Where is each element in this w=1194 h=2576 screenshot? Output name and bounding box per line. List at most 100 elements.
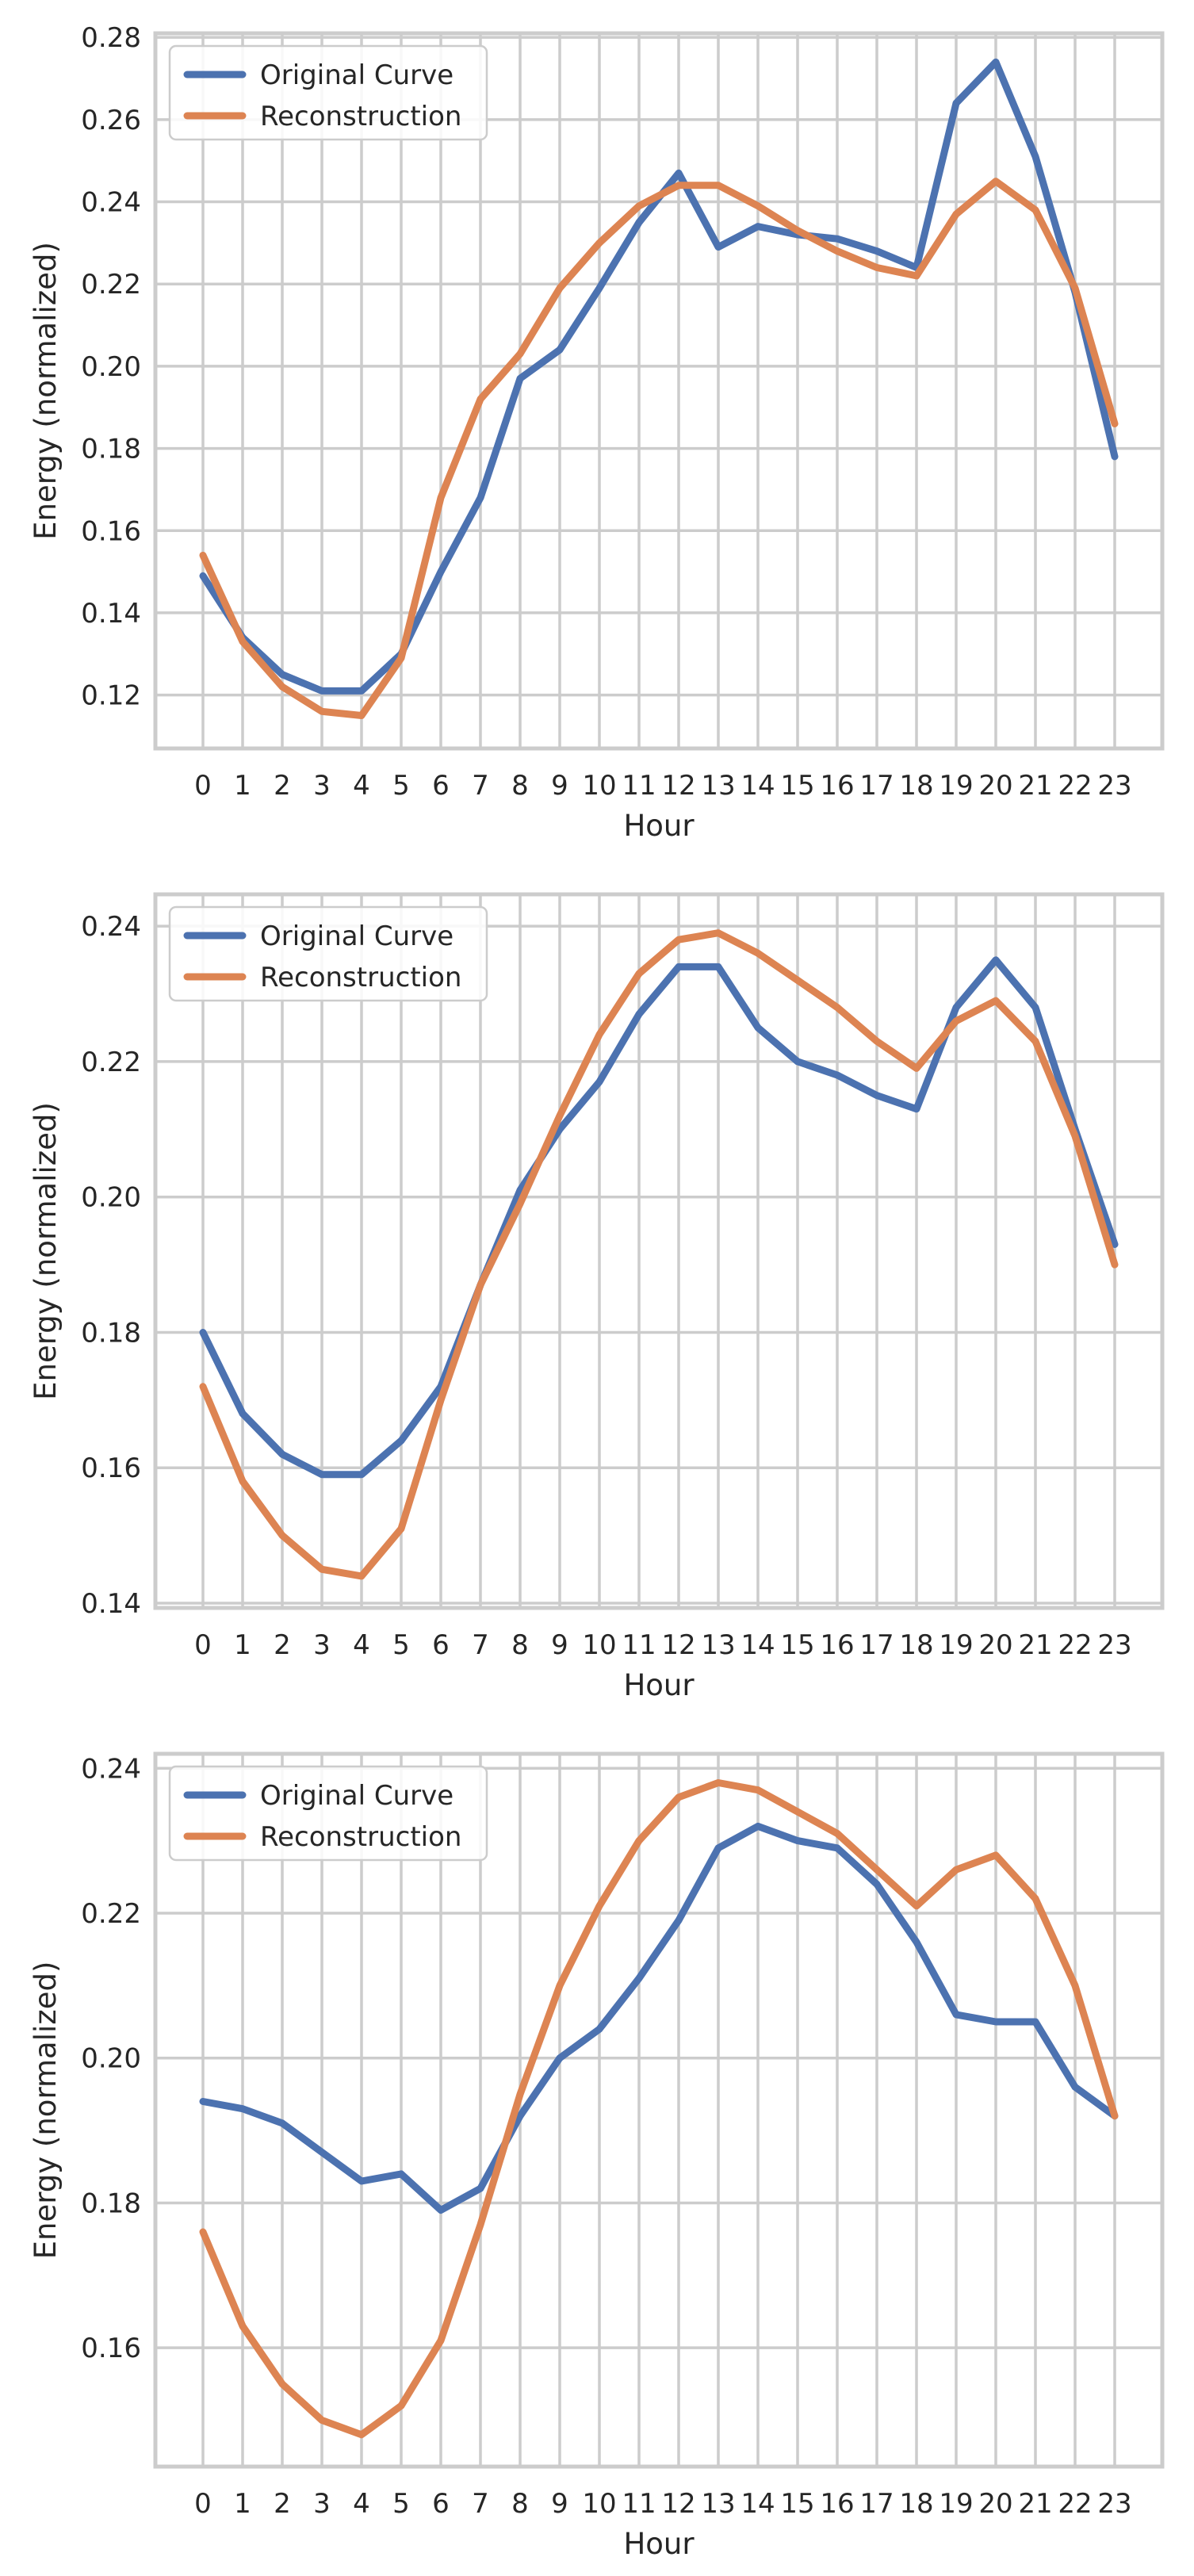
y-tick-label: 0.28 xyxy=(81,22,141,54)
x-tick-label: 13 xyxy=(701,1629,735,1661)
x-tick-label: 12 xyxy=(661,2488,695,2520)
legend-label: Reconstruction xyxy=(260,101,461,132)
y-tick-label: 0.24 xyxy=(81,1753,141,1785)
x-tick-label: 11 xyxy=(622,1629,656,1661)
y-tick-label: 0.12 xyxy=(81,680,141,712)
chart-1: 0 1 2 3 4 5 6 7 8 9 10 11 12 13 14 15 16 17 18 19 20 21 22 230.… xyxy=(29,22,1165,843)
x-tick-label: 1 xyxy=(234,1629,251,1661)
y-tick-label: 0.16 xyxy=(81,2333,141,2364)
chart-2: 0 1 2 3 4 5 6 7 8 9 10 11 12 13 14 15 16 17 18 19 20 21 22 230.… xyxy=(29,892,1165,1702)
x-tick-label: 4 xyxy=(353,2488,370,2520)
x-tick-label: 7 xyxy=(472,1629,489,1661)
x-tick-label: 14 xyxy=(741,1629,775,1661)
x-tick-label: 10 xyxy=(582,1629,616,1661)
y-tick-label: 0.18 xyxy=(81,434,141,465)
x-tick-label: 17 xyxy=(859,2488,894,2520)
x-tick-label: 17 xyxy=(859,770,894,802)
x-tick-label: 6 xyxy=(432,770,450,802)
legend-label: Original Curve xyxy=(260,921,453,952)
legend-box xyxy=(168,905,488,1002)
legend: Original Curve Reconstruction xyxy=(168,44,488,141)
x-tick-label: 9 xyxy=(551,770,568,802)
x-tick-label: 9 xyxy=(551,1629,568,1661)
x-tick-label: 16 xyxy=(820,2488,854,2520)
x-tick-label: 11 xyxy=(622,2488,656,2520)
y-tick-label: 0.16 xyxy=(81,515,141,547)
legend-label: Original Curve xyxy=(260,1780,453,1812)
x-tick-label: 15 xyxy=(780,770,814,802)
x-tick-label: 8 xyxy=(511,2488,529,2520)
x-axis-label: Hour xyxy=(623,1668,695,1702)
x-tick-label: 22 xyxy=(1058,770,1092,802)
x-tick-label: 7 xyxy=(472,2488,489,2520)
y-tick-label: 0.22 xyxy=(81,269,141,300)
x-tick-label: 21 xyxy=(1018,1629,1052,1661)
y-tick-label: 0.18 xyxy=(81,2187,141,2219)
series-line-original-curve xyxy=(199,1822,1119,2214)
x-axis-label: Hour xyxy=(623,809,695,843)
x-tick-label: 22 xyxy=(1058,2488,1092,2520)
x-tick-label: 1 xyxy=(234,770,251,802)
y-tick-label: 0.20 xyxy=(81,2043,141,2075)
x-tick-label: 21 xyxy=(1018,770,1052,802)
x-tick-label: 13 xyxy=(701,770,735,802)
x-tick-label: 1 xyxy=(234,2488,251,2520)
x-tick-label: 2 xyxy=(274,1629,291,1661)
x-tick-label: 11 xyxy=(622,770,656,802)
x-tick-label: 18 xyxy=(899,1629,933,1661)
x-tick-label: 14 xyxy=(741,770,775,802)
x-tick-label: 7 xyxy=(472,770,489,802)
legend: Original Curve Reconstruction xyxy=(168,905,488,1002)
y-tick-label: 0.14 xyxy=(81,598,141,630)
plot-frame xyxy=(153,892,1165,1610)
x-tick-label: 0 xyxy=(194,2488,212,2520)
x-tick-label: 17 xyxy=(859,1629,894,1661)
x-tick-label: 20 xyxy=(978,770,1012,802)
y-tick-label: 0.26 xyxy=(81,105,141,136)
x-tick-label: 15 xyxy=(780,2488,814,2520)
x-tick-label: 13 xyxy=(701,2488,735,2520)
x-tick-label: 22 xyxy=(1058,1629,1092,1661)
series-line-reconstruction xyxy=(199,929,1119,1580)
x-tick-label: 23 xyxy=(1097,1629,1131,1661)
x-tick-label: 0 xyxy=(194,1629,212,1661)
x-tick-label: 3 xyxy=(313,1629,331,1661)
x-tick-label: 8 xyxy=(511,770,529,802)
x-tick-label: 18 xyxy=(899,770,933,802)
y-axis-label: Energy (normalized) xyxy=(29,1962,63,2260)
legend: Original Curve Reconstruction xyxy=(168,1765,488,1862)
plot-frame xyxy=(153,31,1165,751)
x-tick-label: 19 xyxy=(939,2488,973,2520)
x-tick-label: 20 xyxy=(978,1629,1012,1661)
x-tick-label: 6 xyxy=(432,1629,450,1661)
x-tick-label: 10 xyxy=(582,770,616,802)
series-line-reconstruction xyxy=(199,1779,1119,2439)
legend-box xyxy=(168,1765,488,1862)
x-tick-label: 16 xyxy=(820,1629,854,1661)
y-axis-label: Energy (normalized) xyxy=(29,1102,63,1400)
series-line-original-curve xyxy=(199,956,1119,1479)
x-tick-label: 19 xyxy=(939,1629,973,1661)
y-tick-label: 0.22 xyxy=(81,1047,141,1078)
legend-label: Reconstruction xyxy=(260,962,461,993)
y-tick-label: 0.20 xyxy=(81,1182,141,1214)
x-tick-label: 9 xyxy=(551,2488,568,2520)
x-tick-label: 19 xyxy=(939,770,973,802)
legend-label: Original Curve xyxy=(260,59,453,91)
x-tick-label: 15 xyxy=(780,1629,814,1661)
legend-label: Reconstruction xyxy=(260,1821,461,1853)
x-tick-label: 0 xyxy=(194,770,212,802)
x-tick-label: 12 xyxy=(661,770,695,802)
x-tick-label: 10 xyxy=(582,2488,616,2520)
y-tick-label: 0.16 xyxy=(81,1453,141,1484)
x-tick-label: 4 xyxy=(353,1629,370,1661)
x-tick-label: 20 xyxy=(978,2488,1012,2520)
y-tick-label: 0.14 xyxy=(81,1588,141,1620)
y-tick-label: 0.24 xyxy=(81,911,141,943)
x-tick-label: 12 xyxy=(661,1629,695,1661)
y-tick-label: 0.18 xyxy=(81,1317,141,1349)
y-tick-label: 0.20 xyxy=(81,351,141,383)
x-axis-label: Hour xyxy=(623,2527,695,2561)
